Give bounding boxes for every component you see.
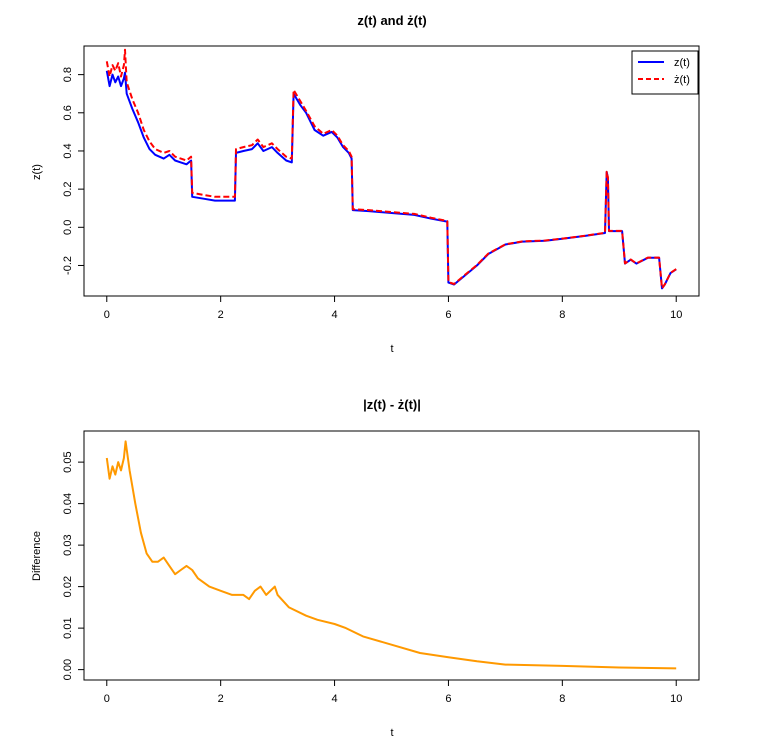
plot-frame [83, 45, 700, 297]
top-chart-title: z(t) and ż(t) [357, 13, 426, 28]
bottom-chart: |z(t) - ż(t)| t Difference 0 2 4 6 8 10 0.00 0.… [31, 397, 700, 739]
bottom-chart-xlabel: t [390, 727, 393, 739]
y-tick-label: 0.05 [62, 451, 74, 472]
x-tick-label: 10 [670, 693, 682, 705]
y-tick-label: 0.04 [62, 493, 74, 514]
x-tick-label: 0 [104, 693, 110, 705]
bottom-chart-title: |z(t) - ż(t)| [363, 397, 421, 412]
y-tick-label: 0.2 [62, 181, 74, 196]
legend-box [631, 50, 699, 95]
legend-label-z: z(t) [674, 57, 690, 69]
x-tick-label: 2 [218, 309, 224, 321]
y-tick-label: 0.00 [62, 659, 74, 680]
y-tick-label: 0.4 [62, 143, 74, 158]
series-line-0-1 [105, 48, 677, 290]
top-chart-legend: z(t) ż(t) [631, 50, 699, 95]
y-tick-label: 0.03 [62, 534, 74, 555]
plot-frame [83, 430, 700, 681]
bottom-chart-ylabel: Difference [31, 531, 43, 581]
x-tick-label: 6 [445, 309, 451, 321]
top-chart: z(t) and ż(t) t z(t) z(t) ż(t) 0 2 4 6 8 10 -0… [31, 13, 700, 355]
series-line-1-0 [105, 440, 677, 670]
x-tick-label: 4 [331, 309, 337, 321]
y-tick-label: 0.02 [62, 576, 74, 597]
x-tick-label: 4 [331, 693, 337, 705]
x-tick-label: 6 [445, 693, 451, 705]
top-chart-xlabel: t [390, 343, 393, 355]
y-tick-label: 0.0 [62, 220, 74, 235]
y-tick-label: 0.8 [62, 67, 74, 82]
y-tick-label: -0.2 [62, 256, 74, 275]
legend-label-zdot: ż(t) [674, 74, 690, 86]
x-tick-label: 8 [559, 693, 565, 705]
y-tick-label: 0.01 [62, 617, 74, 638]
x-tick-label: 2 [218, 693, 224, 705]
x-tick-label: 10 [670, 309, 682, 321]
x-tick-label: 0 [104, 309, 110, 321]
x-tick-label: 8 [559, 309, 565, 321]
y-tick-label: 0.6 [62, 105, 74, 120]
top-chart-ylabel: z(t) [31, 164, 43, 180]
